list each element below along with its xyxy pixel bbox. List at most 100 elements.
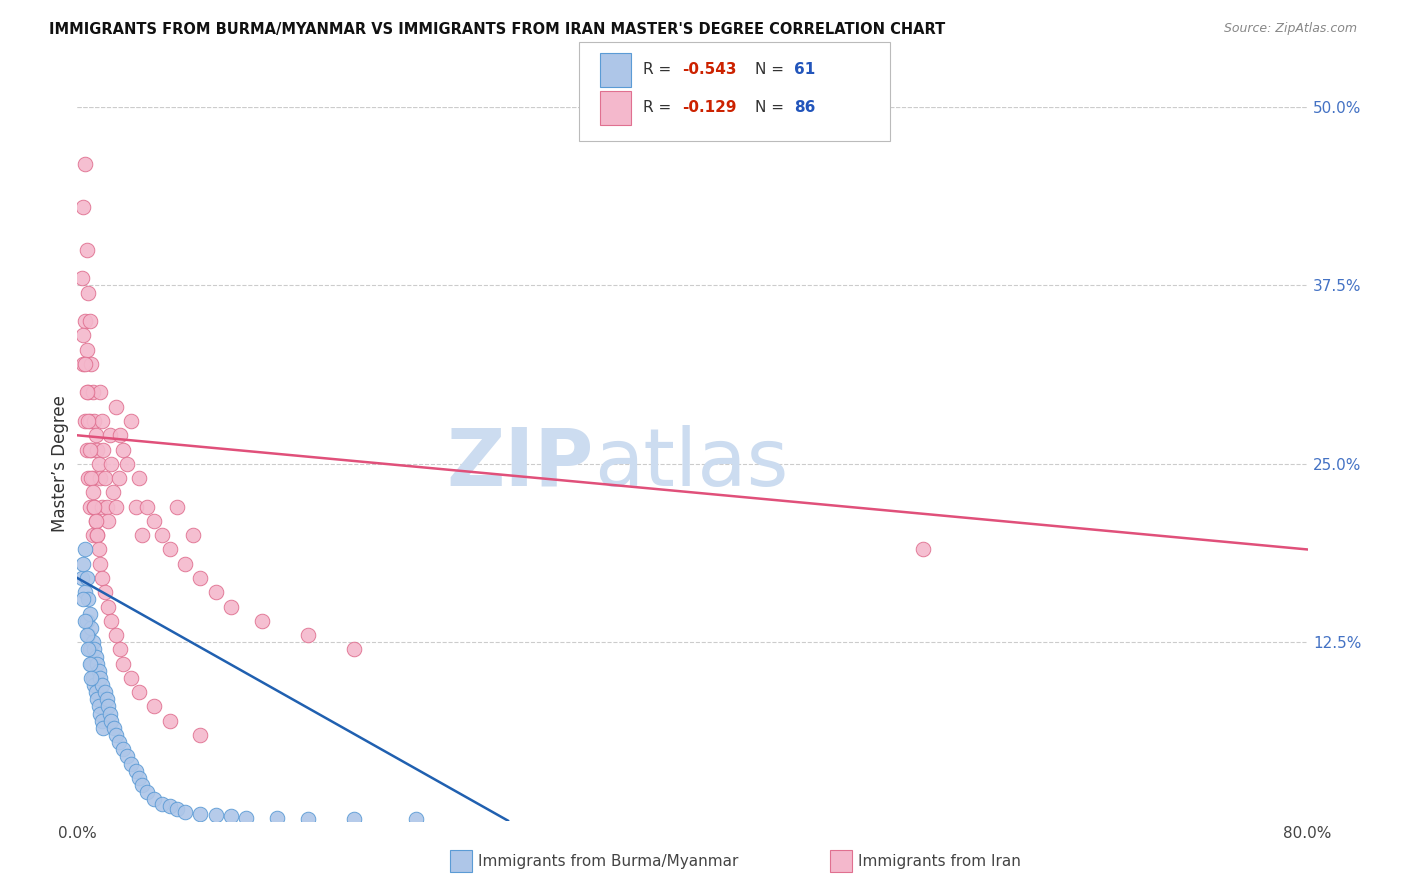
Point: [79, 500, 101, 514]
Point: [104, 728, 127, 742]
Point: [76, 442, 98, 457]
Point: [100, 714, 122, 728]
Point: [80, 671, 103, 685]
Point: [79, 414, 101, 428]
Point: [90, 571, 114, 585]
Point: [77, 642, 100, 657]
Point: [83, 414, 105, 428]
Point: [72, 557, 94, 571]
Point: [90, 714, 114, 728]
Point: [174, 557, 197, 571]
Point: [115, 749, 138, 764]
Point: [143, 792, 166, 806]
Point: [120, 414, 142, 428]
Point: [108, 735, 131, 749]
Point: [80, 621, 103, 635]
Point: [86, 528, 108, 542]
Point: [72, 200, 94, 214]
Point: [188, 806, 212, 821]
Text: Immigrants from Iran: Immigrants from Iran: [858, 855, 1021, 869]
Point: [297, 812, 319, 826]
Point: [159, 714, 181, 728]
Point: [115, 457, 138, 471]
Point: [87, 542, 110, 557]
Point: [912, 542, 935, 557]
Point: [100, 614, 122, 628]
Point: [73, 357, 96, 371]
Point: [343, 642, 366, 657]
Point: [76, 343, 98, 357]
Point: [76, 385, 98, 400]
Point: [103, 721, 125, 735]
Text: Source: ZipAtlas.com: Source: ZipAtlas.com: [1223, 22, 1357, 36]
Point: [80, 442, 103, 457]
Point: [83, 642, 105, 657]
Point: [150, 797, 173, 811]
Point: [89, 671, 111, 685]
Point: [87, 699, 110, 714]
Text: -0.129: -0.129: [682, 101, 737, 115]
Point: [77, 628, 100, 642]
Point: [219, 599, 242, 614]
Point: [131, 528, 153, 542]
Point: [77, 285, 100, 300]
Point: [120, 756, 142, 771]
Point: [76, 571, 98, 585]
Point: [77, 471, 100, 485]
Point: [89, 471, 111, 485]
Point: [143, 699, 166, 714]
Point: [72, 592, 94, 607]
Point: [181, 528, 204, 542]
Point: [128, 771, 150, 785]
Point: [87, 457, 110, 471]
Point: [120, 671, 142, 685]
Point: [100, 457, 122, 471]
Point: [235, 811, 257, 825]
Point: [77, 414, 100, 428]
Point: [82, 471, 104, 485]
Point: [188, 728, 212, 742]
Point: [76, 614, 98, 628]
Point: [219, 809, 242, 823]
Point: [250, 614, 273, 628]
Point: [82, 528, 104, 542]
Point: [82, 485, 104, 500]
Point: [80, 657, 103, 671]
Y-axis label: Master’s Degree: Master’s Degree: [51, 395, 69, 533]
Point: [135, 785, 157, 799]
Point: [79, 657, 101, 671]
Point: [131, 778, 153, 792]
Text: atlas: atlas: [595, 425, 789, 503]
Point: [76, 628, 98, 642]
Point: [73, 414, 96, 428]
Point: [90, 678, 114, 692]
Point: [72, 328, 94, 343]
Point: [98, 428, 121, 442]
Point: [112, 657, 135, 671]
Text: N =: N =: [755, 62, 789, 77]
Point: [86, 692, 108, 706]
Point: [112, 742, 135, 756]
Point: [188, 571, 212, 585]
Point: [77, 385, 100, 400]
Point: [166, 500, 188, 514]
Point: [110, 428, 132, 442]
Point: [73, 157, 96, 171]
Point: [94, 585, 117, 599]
Point: [86, 442, 108, 457]
Text: 61: 61: [794, 62, 815, 77]
Point: [108, 471, 131, 485]
Point: [125, 500, 148, 514]
Point: [266, 811, 288, 825]
Point: [98, 706, 121, 721]
Text: ZIP: ZIP: [447, 425, 595, 503]
Point: [97, 514, 120, 528]
Point: [83, 500, 105, 514]
Point: [125, 764, 148, 778]
Point: [204, 808, 226, 822]
Point: [79, 642, 101, 657]
Point: [93, 721, 115, 735]
Point: [343, 812, 366, 826]
Point: [82, 635, 104, 649]
Point: [84, 685, 107, 699]
